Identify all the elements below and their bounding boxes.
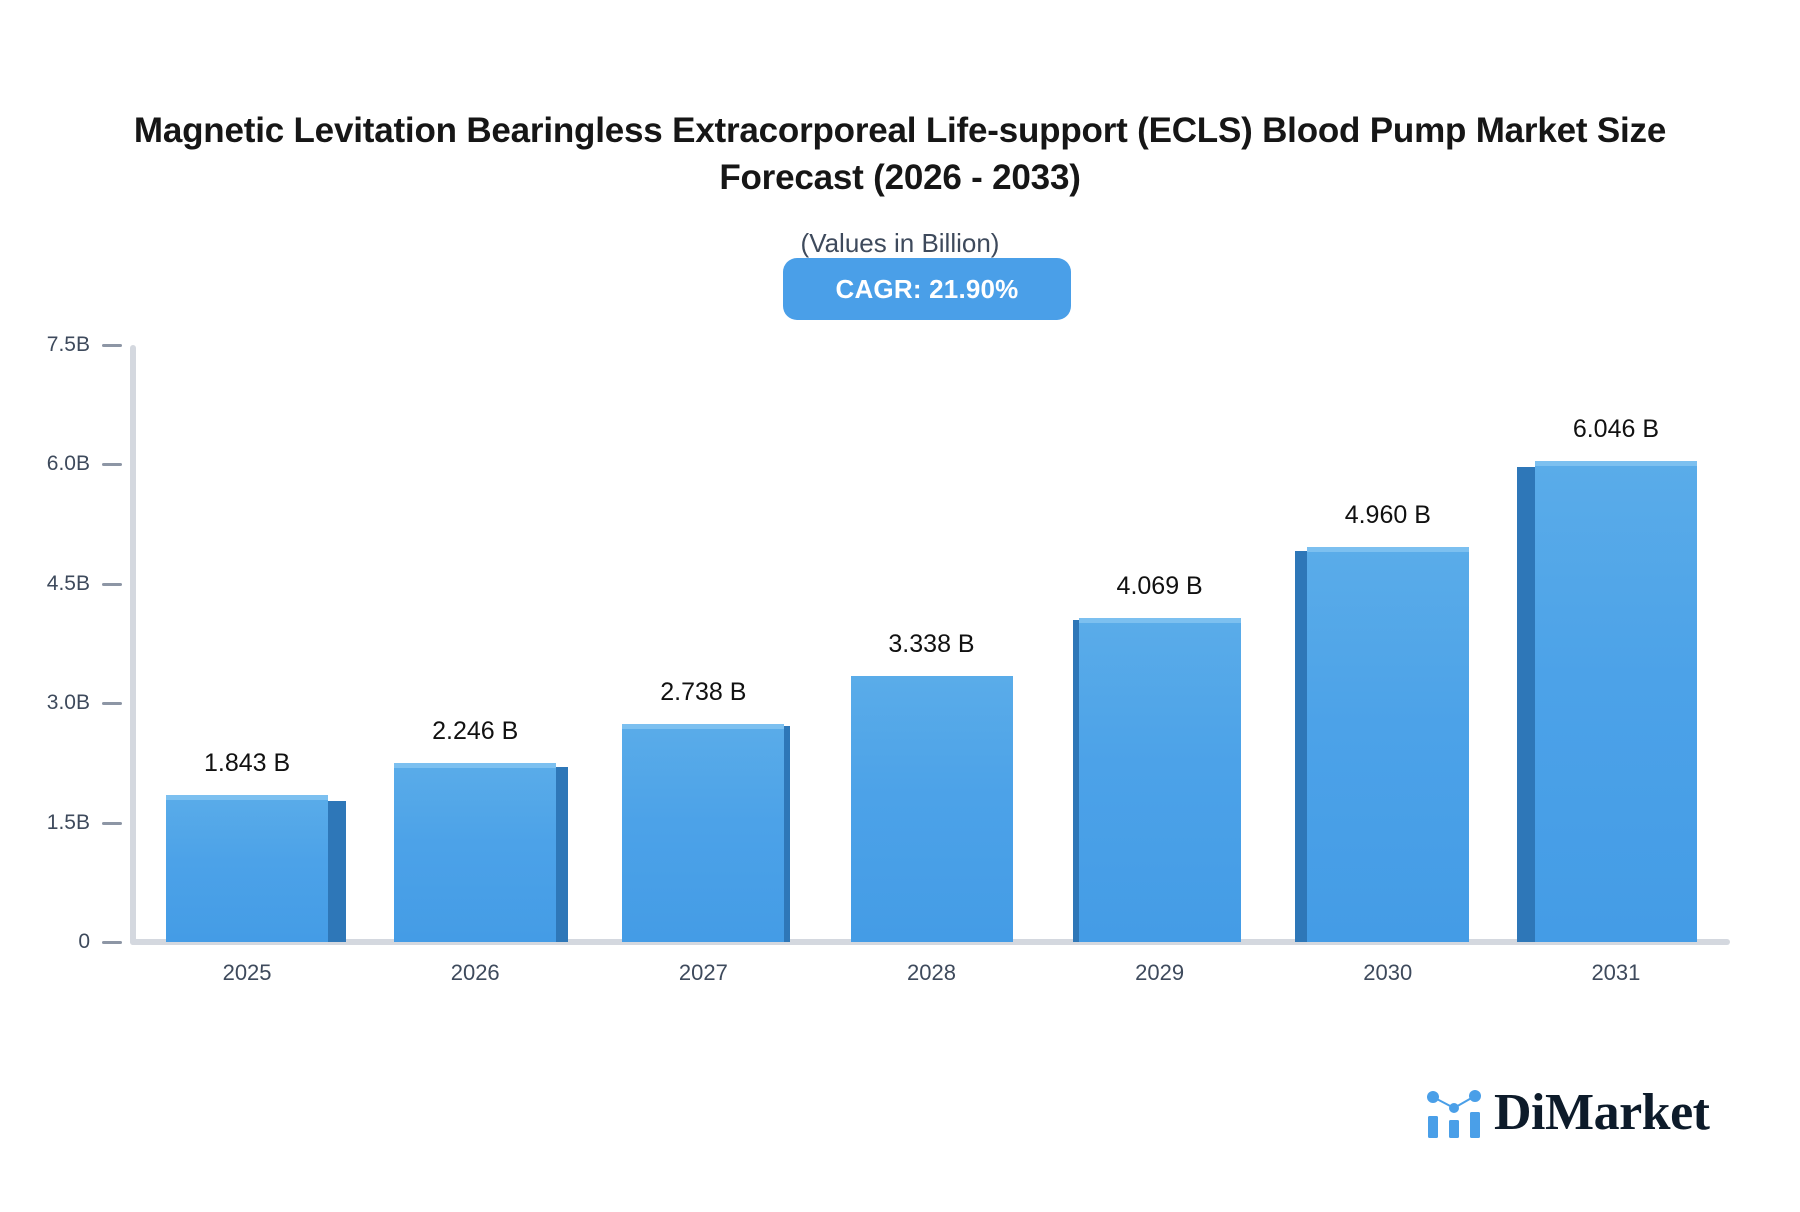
bar-face: [850, 676, 1013, 942]
bar-face: [166, 795, 329, 942]
x-axis-tick-label: 2028: [907, 960, 956, 985]
y-axis-tick-mark: [102, 941, 122, 944]
y-axis-tick: 4.5B: [0, 571, 130, 597]
cagr-badge-label: CAGR: 21.90%: [835, 273, 1019, 304]
y-axis-tick-mark: [102, 821, 122, 825]
bar-face: [1534, 460, 1697, 942]
bar-top-face: [394, 763, 557, 769]
y-axis-tick: 7.5B: [0, 332, 130, 358]
brand-name: DiMarket: [1494, 1084, 1710, 1141]
bar-side-face: [556, 767, 569, 942]
bar-value-label: 4.960 B: [1344, 501, 1431, 530]
bar-side-face: [1072, 620, 1079, 942]
y-axis-tick-label: 3.0B: [46, 691, 90, 715]
bar[interactable]: [1072, 618, 1241, 942]
y-axis-tick-mark: [102, 463, 122, 467]
bar-top-face: [1534, 460, 1697, 466]
bar-value-label: 1.843 B: [203, 749, 291, 778]
x-axis-tick-label: 2025: [222, 960, 272, 985]
bar-side-face: [784, 726, 791, 942]
bar-value-label: 6.046 B: [1572, 414, 1660, 443]
y-axis-tick-mark: [102, 582, 122, 586]
x-axis-tick-label: 2027: [678, 960, 728, 985]
y-axis-tick: 0: [0, 929, 130, 955]
cagr-badge: CAGR: 21.90%: [783, 258, 1071, 320]
bar[interactable]: [622, 724, 791, 942]
y-axis-tick-mark: [102, 344, 122, 347]
chart-header: Magnetic Levitation Bearingless Extracor…: [0, 0, 1800, 320]
x-axis-tick-label: 2030: [1363, 960, 1413, 985]
page-title: Magnetic Levitation Bearingless Extracor…: [133, 111, 1667, 197]
x-axis-line: [130, 939, 1730, 945]
y-axis-tick-label: 6.0B: [46, 452, 90, 476]
bar-side-face: [1516, 466, 1535, 942]
y-axis-tick-mark: [102, 702, 122, 706]
bar-chart-dots-icon: [1427, 1090, 1481, 1138]
bar-face: [394, 763, 557, 942]
y-axis-tick-label: 4.5B: [46, 571, 90, 595]
bar-top-face: [622, 724, 785, 730]
bar-face: [622, 724, 785, 942]
y-axis-tick-label: 1.5B: [46, 810, 90, 834]
bar[interactable]: [394, 763, 569, 942]
chart-subtitle: (Values in Billion): [800, 228, 1000, 258]
bar-side-face: [1294, 551, 1307, 942]
bar-top-face: [1306, 547, 1469, 553]
bar-value-label: 4.069 B: [1116, 572, 1203, 601]
y-axis-tick-label: 0: [78, 930, 90, 953]
x-axis-tick-label: 2026: [450, 960, 500, 985]
bar-value-label: 2.738 B: [660, 678, 747, 707]
x-axis-tick-label: 2029: [1135, 960, 1185, 985]
y-axis-tick: 6.0B: [0, 451, 130, 477]
bar-top-face: [1078, 618, 1241, 624]
bar-value-label: 2.246 B: [432, 717, 519, 746]
bar[interactable]: [850, 676, 1013, 942]
bar-face: [1078, 618, 1241, 942]
y-axis-tick: 3.0B: [0, 690, 130, 716]
bar-side-face: [328, 801, 347, 942]
brand-logo: DiMarket: [1424, 1084, 1710, 1141]
y-axis-tick-label: 7.5B: [46, 333, 90, 356]
y-axis-line: [130, 345, 136, 945]
bar[interactable]: [1294, 547, 1469, 942]
bar[interactable]: [1516, 460, 1697, 942]
bar-top-face: [166, 795, 329, 801]
x-axis-tick-label: 2031: [1591, 960, 1641, 985]
bar-face: [1306, 547, 1469, 942]
bar[interactable]: [166, 795, 347, 942]
bar-value-label: 3.338 B: [888, 630, 975, 659]
y-axis-tick: 1.5B: [0, 810, 130, 836]
